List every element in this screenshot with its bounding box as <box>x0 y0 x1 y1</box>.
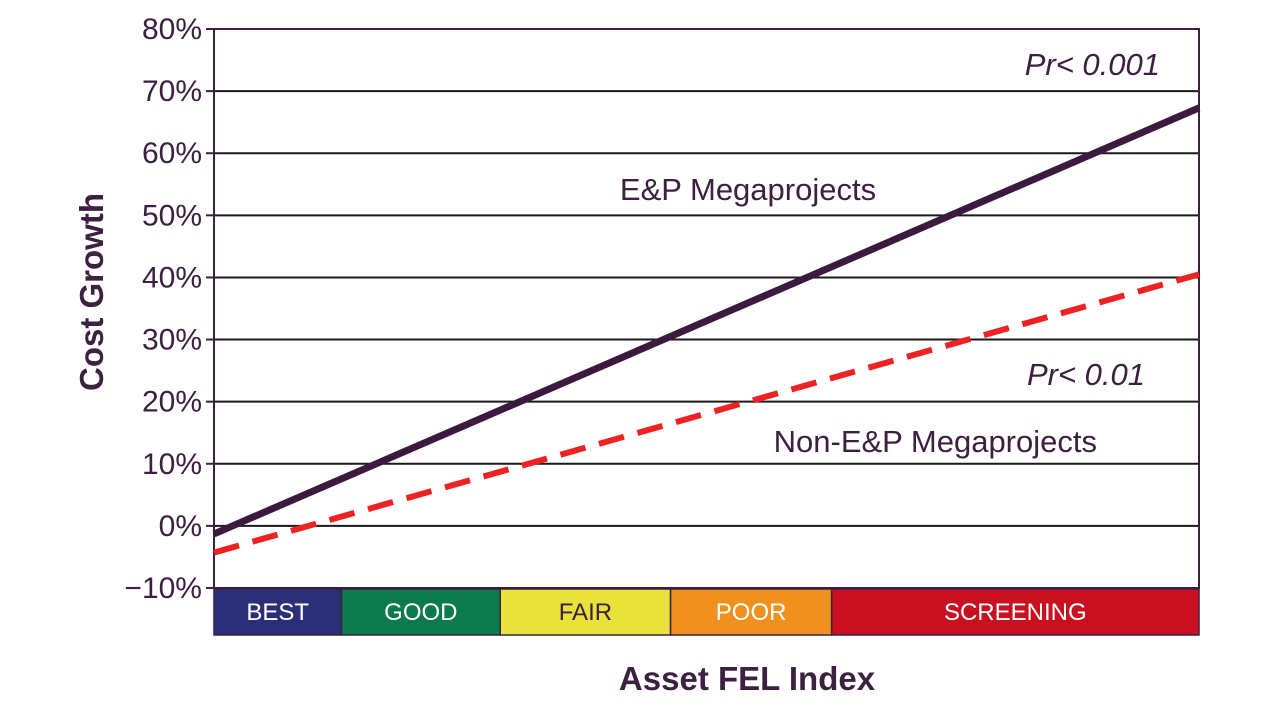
fel-band-poor <box>669 588 833 636</box>
y-tick-labels: 80% 70% 60% 50% 40% 30% 20% 10% 0% −10% <box>124 13 214 605</box>
y-tick-label: 60% <box>142 137 202 170</box>
x-axis-title: Asset FEL Index <box>619 660 876 697</box>
y-tick-label: 70% <box>142 75 202 108</box>
series-line-ep <box>212 104 1201 538</box>
y-tick-label: 20% <box>142 386 202 419</box>
series-line-non-ep <box>213 271 1200 556</box>
fel-band-label: SCREENING <box>944 599 1087 626</box>
y-axis-title: Cost Growth <box>73 193 110 391</box>
y-tick-label: 0% <box>159 510 202 543</box>
fel-band-bar: BEST GOOD FAIR POOR SCREENING <box>213 588 1200 636</box>
y-tick-label: −10% <box>124 572 202 605</box>
fel-band-label: GOOD <box>384 599 457 626</box>
y-tick-label: 40% <box>142 261 202 294</box>
grid-lines <box>214 90 1199 527</box>
series-lines <box>212 104 1201 556</box>
y-tick-label: 50% <box>142 199 202 232</box>
fel-band-screening <box>830 588 1200 636</box>
fel-band-label: BEST <box>246 599 309 626</box>
y-tick-label: 30% <box>142 324 202 357</box>
fel-band-label: FAIR <box>559 599 612 626</box>
y-tick-label: 80% <box>142 13 202 46</box>
plot-frame <box>213 28 1200 589</box>
y-tick-label: 10% <box>142 448 202 481</box>
fel-band-good <box>340 588 501 636</box>
significance-label-non-ep: Pr< 0.01 <box>1027 357 1145 392</box>
significance-label-ep: Pr< 0.001 <box>1025 47 1160 82</box>
series-label-ep: E&P Megaprojects <box>620 172 876 207</box>
fel-band-label: POOR <box>716 599 787 626</box>
series-label-non-ep: Non-E&P Megaprojects <box>774 424 1097 459</box>
